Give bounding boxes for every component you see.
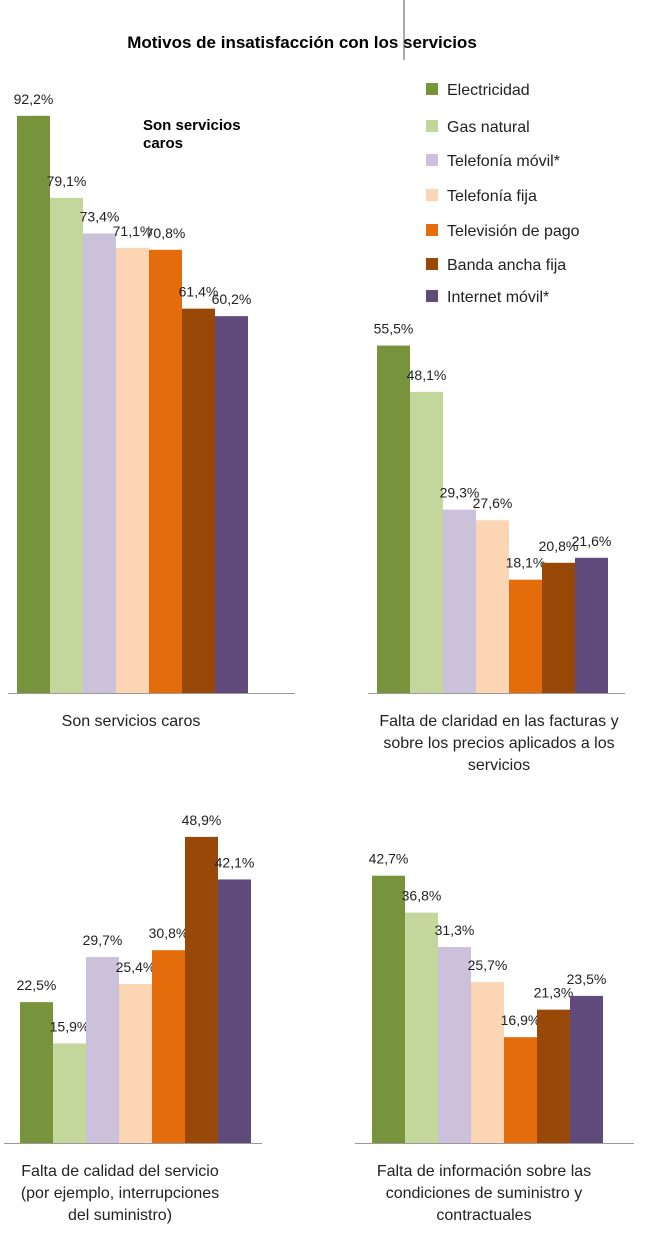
bar xyxy=(152,950,185,1143)
category-label: servicios xyxy=(468,757,530,774)
bar xyxy=(476,520,509,693)
bar xyxy=(17,115,50,693)
legend-swatch xyxy=(426,224,438,236)
bar xyxy=(372,875,405,1143)
legend-label: Internet móvil* xyxy=(447,289,549,306)
data-label: 16,9% xyxy=(501,1012,541,1028)
bar xyxy=(575,557,608,693)
data-label: 25,7% xyxy=(468,957,508,973)
bar xyxy=(149,249,182,694)
data-label: 31,3% xyxy=(435,922,475,938)
category-label: Son servicios caros xyxy=(62,713,201,730)
data-label: 70,8% xyxy=(146,225,186,241)
data-label: 42,7% xyxy=(369,851,409,867)
bar xyxy=(218,879,251,1143)
bar xyxy=(542,562,575,693)
data-label: 60,2% xyxy=(212,291,252,307)
bar xyxy=(471,982,504,1143)
bar xyxy=(405,912,438,1143)
category-label: del suministro) xyxy=(68,1207,172,1224)
bar xyxy=(20,1002,53,1143)
data-label: 18,1% xyxy=(506,555,546,571)
data-label: 42,1% xyxy=(215,854,255,870)
data-label: 22,5% xyxy=(17,977,57,993)
data-label: 27,6% xyxy=(473,495,513,511)
category-label: condiciones de suministro y xyxy=(386,1185,583,1202)
category-label: Falta de calidad del servicio xyxy=(21,1163,219,1180)
data-label: 48,1% xyxy=(407,367,447,383)
data-label: 23,5% xyxy=(567,971,607,987)
data-label: 25,4% xyxy=(116,959,156,975)
category-label: contractuales xyxy=(436,1207,531,1224)
bar xyxy=(443,509,476,693)
chart-panels: 92,2% 79,1% 73,4%71,1%70,8% 61,4%60,2% Son s… xyxy=(4,91,634,1224)
chart-panel: 22,5% 15,9% 29,7% 25,4% 30,8% 48,9% 42,1% Falta… xyxy=(4,812,262,1224)
data-label: 71,1% xyxy=(113,223,153,239)
legend-label: Banda ancha fija xyxy=(447,257,566,274)
bar xyxy=(182,308,215,693)
category-label: Falta de claridad en las facturas y xyxy=(379,713,618,730)
bar xyxy=(185,836,218,1143)
bar xyxy=(116,247,149,693)
data-label: 55,5% xyxy=(374,321,414,337)
bar xyxy=(377,345,410,693)
category-label: (por ejemplo, interrupciones xyxy=(21,1185,219,1202)
bar xyxy=(86,957,119,1143)
chart-title: Motivos de insatisfacción con los servic… xyxy=(127,33,477,52)
legend-label: Telefonía móvil* xyxy=(447,153,560,170)
data-label: 73,4% xyxy=(80,209,120,225)
legend-label: Televisión de pago xyxy=(447,223,580,240)
bar xyxy=(504,1037,537,1143)
bar xyxy=(537,1009,570,1143)
bar xyxy=(50,197,83,694)
chart-annotation-line-2: caros xyxy=(143,135,183,152)
data-label: 20,8% xyxy=(539,538,579,554)
bar xyxy=(215,316,248,693)
legend-label: Gas natural xyxy=(447,119,530,136)
bar xyxy=(83,233,116,694)
chart-panel: 55,5% 48,1% 29,3%27,6% 18,1%20,8%21,6% Falta… xyxy=(368,321,625,774)
data-label: 15,9% xyxy=(50,1018,90,1034)
bar xyxy=(509,579,542,693)
chart-annotation-line-1: Son servicios xyxy=(143,117,241,134)
bar xyxy=(410,391,443,693)
legend-label: Electricidad xyxy=(447,82,530,99)
data-label: 61,4% xyxy=(179,284,219,300)
data-label: 21,6% xyxy=(572,533,612,549)
category-label: sobre los precios aplicados a los xyxy=(383,735,614,752)
bar xyxy=(119,983,152,1143)
data-label: 79,1% xyxy=(47,173,87,189)
legend-swatch xyxy=(426,258,438,270)
data-label: 36,8% xyxy=(402,888,442,904)
data-label: 92,2% xyxy=(14,91,54,107)
legend-swatch xyxy=(426,290,438,302)
legend: Electricidad Gas natural Telefonía móvil* T… xyxy=(426,82,580,306)
chart-panel: 42,7% 36,8% 31,3% 25,7% 16,9% 21,3%23,5% Falta… xyxy=(355,851,634,1224)
bar xyxy=(438,947,471,1143)
category-label: Falta de información sobre las xyxy=(377,1163,591,1180)
data-label: 21,3% xyxy=(534,985,574,1001)
data-label: 29,7% xyxy=(83,932,123,948)
data-label: 48,9% xyxy=(182,812,222,828)
data-label: 30,8% xyxy=(149,925,189,941)
bar xyxy=(570,995,603,1143)
legend-swatch xyxy=(426,154,438,166)
legend-swatch xyxy=(426,189,438,201)
data-label: 29,3% xyxy=(440,485,480,501)
legend-swatch xyxy=(426,120,438,132)
legend-label: Telefonía fija xyxy=(447,188,537,205)
legend-swatch xyxy=(426,83,438,95)
bar xyxy=(53,1043,86,1143)
chart-panel: 92,2% 79,1% 73,4%71,1%70,8% 61,4%60,2% Son s… xyxy=(8,91,295,730)
